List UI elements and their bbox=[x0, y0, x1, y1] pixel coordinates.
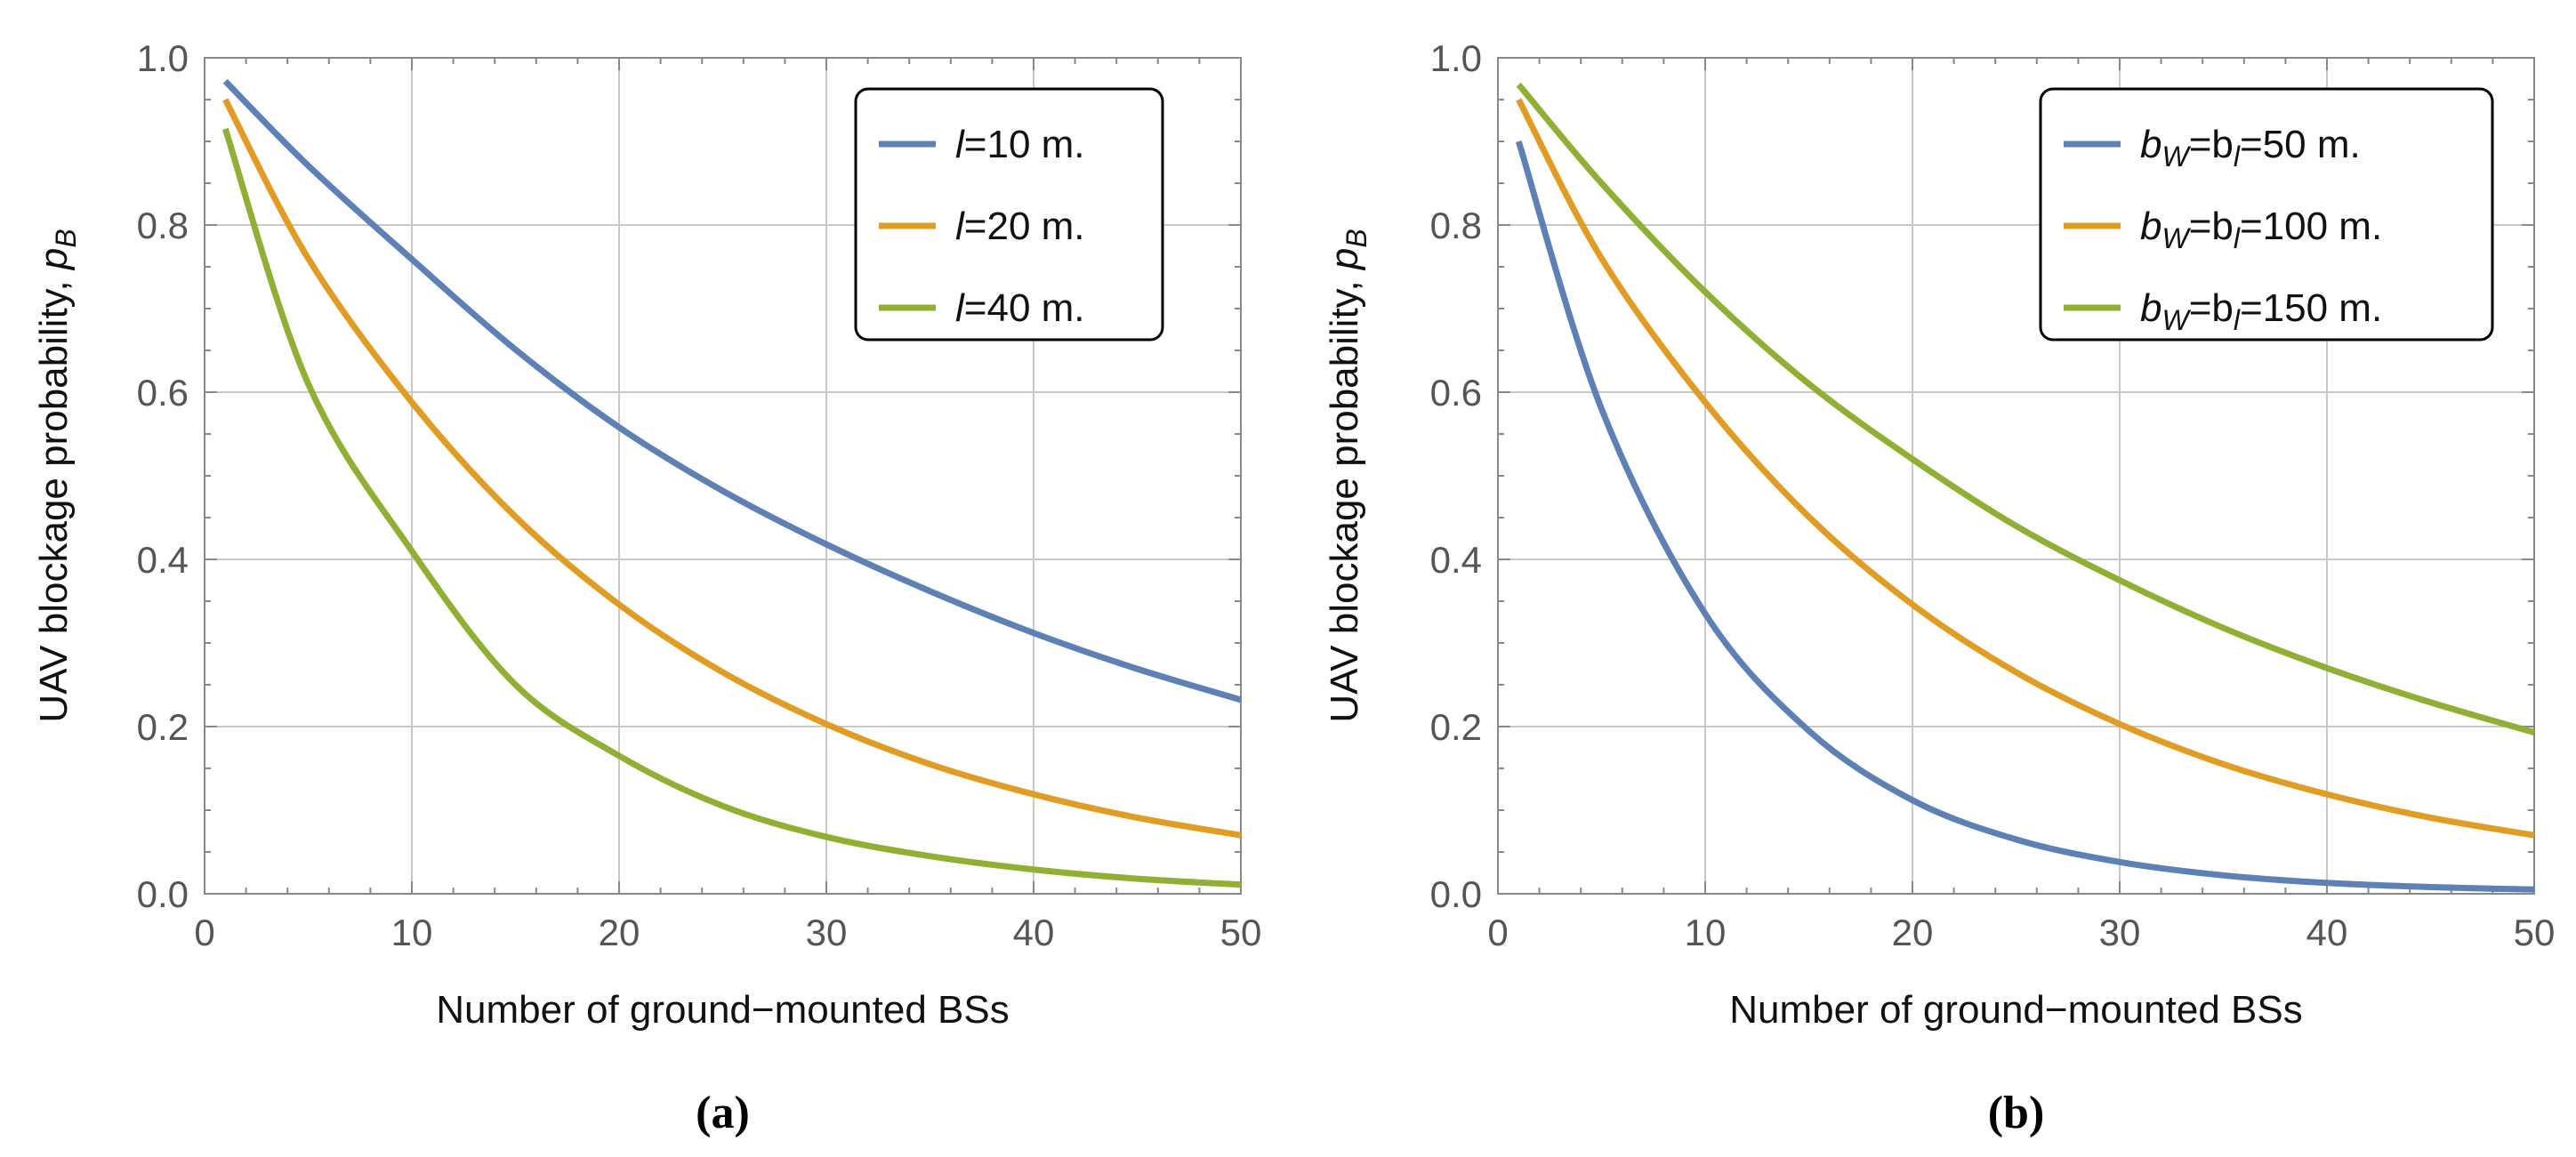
legend-box bbox=[2039, 87, 2494, 341]
legend-label-2: l=20 m. bbox=[955, 205, 1085, 248]
y-axis-label-subscript: B bbox=[1340, 229, 1373, 247]
legend-subscript: W bbox=[2161, 304, 2191, 336]
legend-subscript: l bbox=[2234, 304, 2241, 336]
series-line-3 bbox=[221, 127, 1241, 888]
series-line-2 bbox=[1516, 98, 2534, 839]
y-tick-label: 0.6 bbox=[1430, 372, 1482, 414]
x-tick-label: 30 bbox=[2099, 912, 2141, 953]
plot-frame bbox=[1497, 57, 2535, 895]
x-tick-label: 10 bbox=[391, 912, 433, 953]
series-line-2 bbox=[222, 98, 1241, 839]
legend-label-3: bW=bl=150 m. bbox=[2140, 286, 2382, 336]
legend-label-3: l=40 m. bbox=[955, 286, 1085, 330]
y-axis-label-main: UAV blockage probability, bbox=[1323, 269, 1366, 723]
y-axis-label-main: UAV blockage probability, bbox=[32, 269, 76, 723]
x-axis-label: Number of ground−mounted BSs bbox=[436, 988, 1010, 1032]
legend-subscript: W bbox=[2161, 222, 2191, 254]
x-tick-label: 30 bbox=[806, 912, 848, 953]
x-tick-label: 0 bbox=[1487, 912, 1508, 953]
legend-mid: =b bbox=[2189, 205, 2234, 248]
legend-suffix: =40 m. bbox=[964, 286, 1085, 330]
legend-box bbox=[854, 87, 1164, 341]
legend-label-2: bW=bl=100 m. bbox=[2140, 205, 2382, 254]
y-tick-label: 1.0 bbox=[137, 37, 189, 79]
x-tick-label: 20 bbox=[1892, 912, 1934, 953]
y-tick-label: 0.6 bbox=[137, 372, 189, 414]
legend-suffix: =50 m. bbox=[2240, 123, 2361, 166]
y-tick-label: 0.2 bbox=[1430, 706, 1482, 748]
legend-var: b bbox=[2140, 205, 2161, 248]
panel-caption: (a) bbox=[696, 1088, 750, 1138]
legend-suffix: =20 m. bbox=[964, 205, 1085, 248]
chart-panel-b: 0 10 20 30 40 50 0.0 0.2 0.4 0.6 0.8 1.0 Number of g… bbox=[1323, 37, 2556, 1138]
legend-var: l bbox=[955, 123, 965, 166]
y-axis-label-subscript: B bbox=[50, 229, 82, 247]
legend-label-1: l=10 m. bbox=[955, 123, 1085, 166]
legend-subscript: W bbox=[2161, 141, 2191, 173]
legend-var: l bbox=[955, 205, 965, 248]
legend-mid: =b bbox=[2189, 286, 2234, 330]
legend-subscript: l bbox=[2234, 141, 2241, 173]
legend-label-1: bW=bl=50 m. bbox=[2140, 123, 2361, 173]
legend-var: b bbox=[2140, 123, 2161, 166]
series-line-1 bbox=[222, 78, 1241, 703]
chart-panel-a: 0 10 20 30 40 50 0.0 0.2 0.4 0.6 0.8 1.0 Number of g… bbox=[32, 37, 1262, 1138]
x-tick-label: 50 bbox=[2514, 912, 2556, 953]
y-tick-label: 0.8 bbox=[137, 205, 189, 246]
x-axis-label: Number of ground−mounted BSs bbox=[1729, 988, 2303, 1032]
legend-suffix: =10 m. bbox=[964, 123, 1085, 166]
x-tick-label: 50 bbox=[1220, 912, 1262, 953]
y-tick-label: 1.0 bbox=[1430, 37, 1482, 79]
y-tick-label: 0.2 bbox=[137, 706, 189, 748]
y-tick-label: 0.0 bbox=[137, 873, 189, 915]
legend-var: l bbox=[955, 286, 965, 330]
legend-suffix: =150 m. bbox=[2240, 286, 2382, 330]
legend-var: b bbox=[2140, 286, 2161, 330]
y-tick-label: 0.8 bbox=[1430, 205, 1482, 246]
y-tick-label: 0.4 bbox=[1430, 539, 1482, 581]
x-tick-label: 20 bbox=[599, 912, 640, 953]
legend-subscript: l bbox=[2234, 222, 2241, 254]
panel-caption: (b) bbox=[1988, 1088, 2045, 1138]
x-tick-label: 10 bbox=[1685, 912, 1727, 953]
x-tick-label: 40 bbox=[1013, 912, 1055, 953]
y-tick-label: 0.4 bbox=[137, 539, 189, 581]
y-axis-label-symbol: p bbox=[32, 248, 76, 271]
legend-mid: =b bbox=[2189, 123, 2234, 166]
x-tick-label: 40 bbox=[2306, 912, 2348, 953]
plot-frame bbox=[204, 57, 1242, 895]
y-tick-label: 0.0 bbox=[1430, 873, 1482, 915]
x-tick-label: 0 bbox=[194, 912, 214, 953]
y-axis-label: UAV blockage probability, pB bbox=[1323, 229, 1373, 722]
series-line-3 bbox=[1516, 82, 2534, 735]
y-axis-label-symbol: p bbox=[1323, 248, 1366, 271]
legend-suffix: =100 m. bbox=[2240, 205, 2382, 248]
y-axis-label: UAV blockage probability, pB bbox=[32, 229, 82, 722]
series-line-1 bbox=[1515, 140, 2534, 893]
